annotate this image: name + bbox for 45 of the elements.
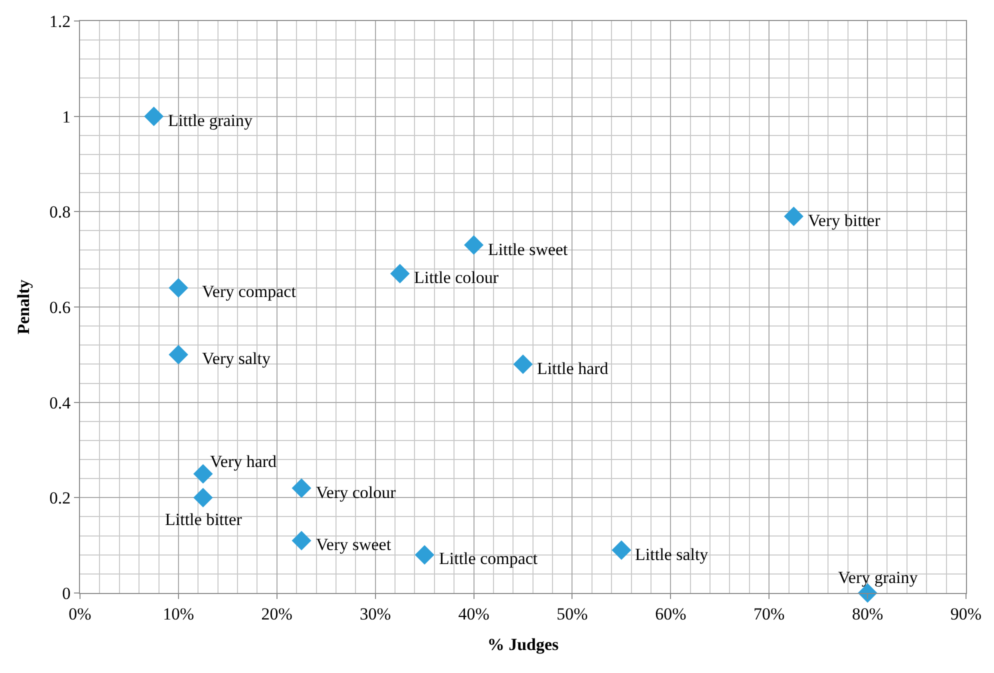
annotation: Very sweet (316, 535, 392, 554)
x-tick-label: 40% (458, 604, 490, 624)
x-tick-label: 30% (360, 604, 391, 624)
x-tick-label: 90% (950, 604, 982, 624)
point (292, 478, 312, 498)
annotation: Little grainy (168, 111, 253, 130)
annotation: Very hard (210, 452, 278, 471)
y-tick-label: 0.8 (49, 202, 71, 222)
x-tick-label: 70% (754, 604, 785, 624)
annotation: Very bitter (808, 211, 881, 230)
point (292, 530, 312, 550)
point (464, 235, 484, 255)
x-tick-label: 10% (162, 604, 194, 624)
y-tick-label: 1.2 (49, 12, 71, 31)
point (390, 264, 410, 284)
annotation: Very salty (202, 349, 271, 368)
x-axis-title: % Judges (487, 634, 560, 654)
point (144, 106, 164, 126)
point (168, 278, 188, 298)
point (784, 206, 804, 226)
annotation: Very colour (316, 483, 396, 502)
y-tick-label: 0.6 (49, 298, 71, 317)
annotation: Very compact (202, 282, 296, 301)
annotation: Little colour (414, 268, 499, 287)
point (193, 488, 213, 508)
annotation: Little salty (635, 545, 709, 564)
point (414, 545, 434, 565)
annotation: Little hard (537, 359, 609, 378)
annotation: Little bitter (165, 510, 242, 529)
x-tick-label: 60% (655, 604, 686, 624)
annotation: Very grainy (838, 568, 918, 587)
point (513, 354, 533, 374)
annotation: Little compact (439, 549, 538, 568)
y-axis-title: Penalty (14, 279, 33, 334)
y-tick-label: 0.2 (49, 488, 71, 508)
x-tick-label: 50% (556, 604, 588, 624)
point (612, 540, 632, 560)
y-tick-label: 1 (62, 107, 71, 126)
point (168, 344, 188, 364)
x-tick-label: 80% (852, 604, 884, 624)
y-tick-label: 0 (62, 584, 71, 603)
annotation: Little sweet (488, 240, 568, 259)
x-tick-label: 0% (68, 604, 92, 624)
x-tick-label: 20% (261, 604, 292, 624)
y-tick-label: 0.4 (49, 393, 72, 412)
